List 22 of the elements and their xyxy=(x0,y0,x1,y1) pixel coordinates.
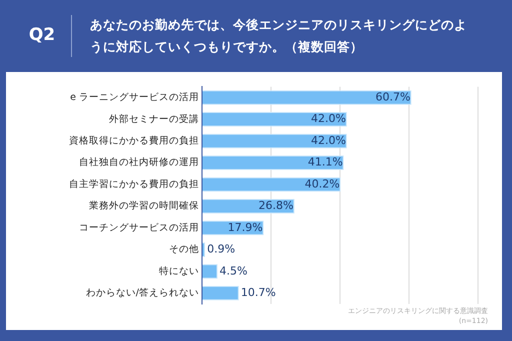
data-label: 42.0% xyxy=(310,112,346,126)
y-tick-label: 自社独自の社内研修の運用 xyxy=(79,156,199,168)
data-label: 42.0% xyxy=(310,134,346,147)
y-tick-label: 資格取得にかかる費用の負担 xyxy=(69,134,199,146)
data-label: 26.8% xyxy=(258,199,294,212)
y-tick-label: 業務外の学習の時間確保 xyxy=(89,200,199,212)
data-label: 41.1% xyxy=(308,156,343,169)
y-tick-label: e ラーニングサービスの活用 xyxy=(70,91,199,104)
data-label: 17.9% xyxy=(228,220,263,234)
chart-title: あなたのお勤め先では、今後エンジニアのリスキリングにどのように対応していくつもりですか。（複数回答） xyxy=(90,16,468,56)
y-tick-label: 特にない xyxy=(159,264,199,277)
data-label: 0.9% xyxy=(207,242,236,256)
data-label: 40.2% xyxy=(304,177,340,190)
data-label: 10.7% xyxy=(240,286,276,299)
y-tick-label: コーチングサービスの活用 xyxy=(79,221,199,234)
data-label: 4.5% xyxy=(220,264,248,278)
data-label: 60.7% xyxy=(375,90,410,104)
y-tick-label: その他 xyxy=(169,243,199,256)
y-tick-label: 自主学習にかかる費用の負担 xyxy=(69,178,199,190)
y-tick-label: 外部セミナーの受講 xyxy=(109,112,199,125)
text: Q2 xyxy=(28,25,56,45)
y-tick-label: わからない/答えられない xyxy=(86,286,199,299)
